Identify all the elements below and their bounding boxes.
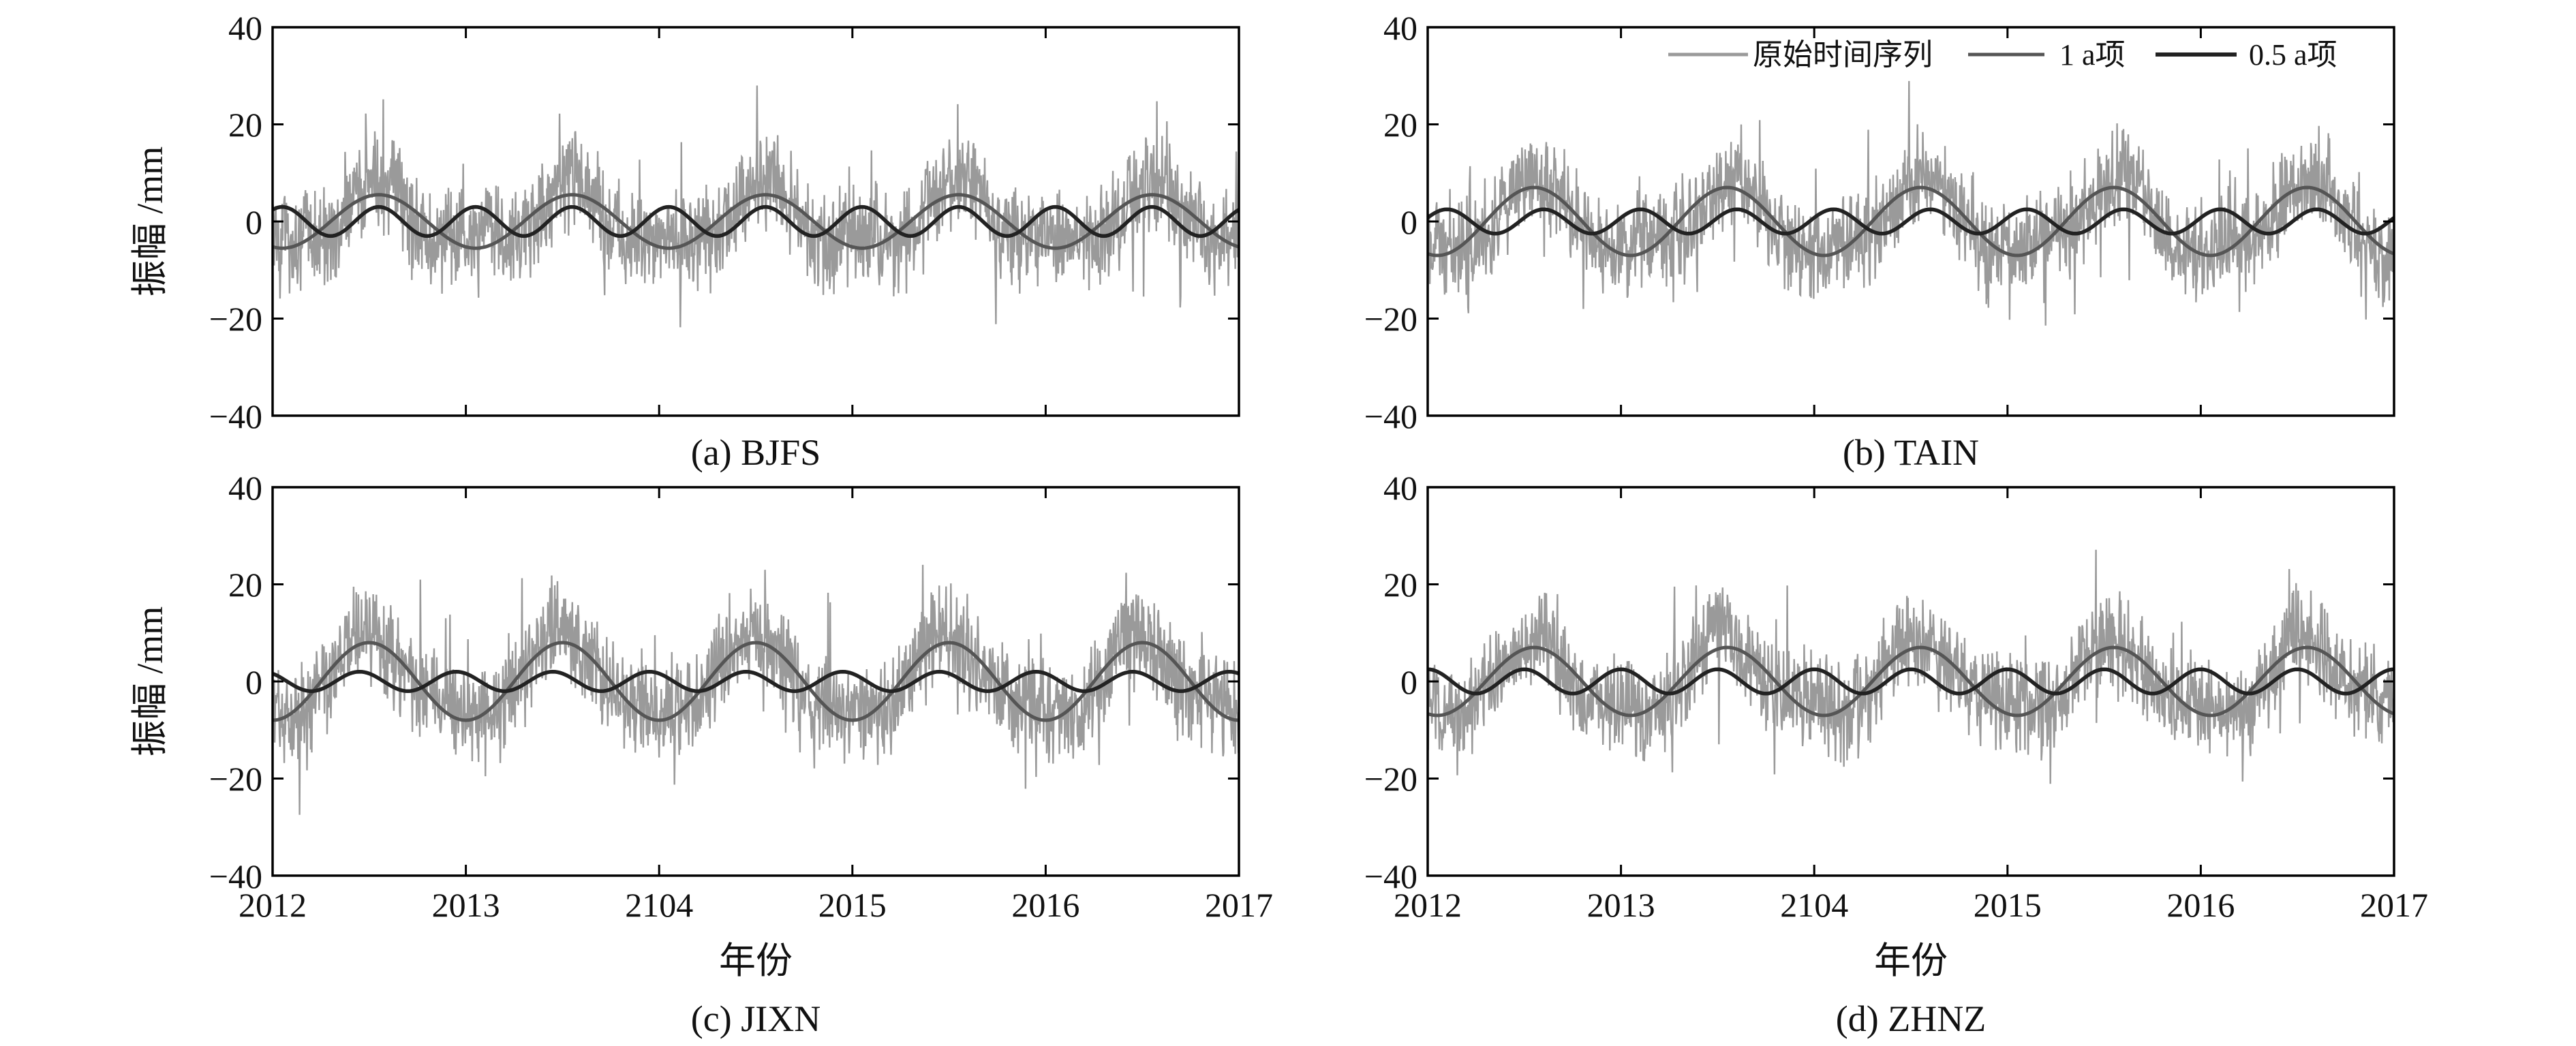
panel-c-ytick-neg40: −40 — [209, 857, 262, 895]
panel-d-xtick-2016: 2016 — [2166, 886, 2235, 924]
panel-b-plot — [1426, 80, 2395, 326]
legend-label-annual: 1 a项 — [2059, 38, 2126, 72]
panel-c-xtick-2017: 2017 — [1205, 886, 1273, 924]
panel-b-ytick-40: 40 — [1383, 9, 1417, 47]
panel-c-xtick-2013: 2013 — [432, 886, 500, 924]
panel-d-xtick-2012: 2012 — [1394, 886, 1462, 924]
panel-c-xtick-2015: 2015 — [818, 886, 887, 924]
panel-c-ytick-40: 40 — [228, 469, 262, 507]
panel-c-xlabel: 年份 — [719, 940, 793, 981]
panel-d-xlabel: 年份 — [1874, 940, 1948, 981]
panel-c-plot — [271, 564, 1240, 815]
panel-c-ytick-0: 0 — [245, 663, 262, 701]
panel-d-raw-series — [1426, 549, 2395, 784]
legend: 原始时间序列 1 a项 0.5 a项 — [1668, 38, 2337, 72]
panel-b-ytick-0: 0 — [1400, 203, 1417, 241]
panel-a-ytick-0: 0 — [245, 203, 262, 241]
panel-b-ytick-20: 20 — [1383, 106, 1417, 144]
panel-c-ytick-neg20: −20 — [209, 760, 262, 798]
panel-a-ytick-20: 20 — [228, 106, 262, 144]
panel-a-ylabel: 振幅 /mm — [129, 147, 170, 297]
panel-b-annual-series — [1427, 185, 2395, 258]
panel-b-semiannual-series — [1426, 207, 2395, 236]
panel-c-xtick-2016: 2016 — [1011, 886, 1079, 924]
panel-c-ytick-20: 20 — [228, 566, 262, 604]
panel-c-raw-series — [271, 564, 1240, 815]
panel-d-ticks — [1426, 486, 2395, 877]
panel-b-ytick-neg20: −20 — [1364, 300, 1417, 338]
panel-b: 40 20 0 −20 −40 (b) TAIN 原始时间序列 1 a项 0.5… — [1364, 9, 2395, 473]
legend-label-raw: 原始时间序列 — [1753, 38, 1933, 72]
panel-d-xtick-2104: 2104 — [1780, 886, 1848, 924]
panel-d-plot — [1426, 549, 2395, 784]
panel-c-caption: (c) JIXN — [691, 998, 821, 1039]
panel-a-plot — [271, 85, 1240, 328]
panel-b-ytick-neg40: −40 — [1364, 397, 1417, 435]
panel-a-ytick-neg40: −40 — [209, 397, 262, 435]
panel-a-caption: (a) BJFS — [691, 432, 821, 473]
panel-a-ytick-40: 40 — [228, 9, 262, 47]
panel-d-xtick-2017: 2017 — [2360, 886, 2428, 924]
panel-d: 40 20 0 −20 −40 2012 2013 2104 2015 2016… — [1364, 469, 2428, 1039]
panel-a-ytick-neg20: −20 — [209, 300, 262, 338]
panel-a-annual-series — [272, 193, 1240, 250]
panel-d-xtick-2015: 2015 — [1974, 886, 2042, 924]
panel-a-semiannual-series — [271, 204, 1240, 239]
panel-c-xtick-2012: 2012 — [239, 886, 307, 924]
panel-d-ytick-0: 0 — [1400, 663, 1417, 701]
panel-d-ytick-neg20: −20 — [1364, 760, 1417, 798]
panel-d-caption: (d) ZHNZ — [1836, 998, 1986, 1039]
panel-a-ticks — [271, 26, 1240, 417]
panel-a: 40 20 0 −20 −40 振幅 /mm (a) BJFS — [129, 9, 1240, 473]
panel-d-ytick-20: 20 — [1383, 566, 1417, 604]
panel-c-annual-series — [272, 641, 1240, 722]
panel-d-semiannual-series — [1427, 667, 2395, 696]
panel-c-ylabel: 振幅 /mm — [129, 606, 170, 757]
panel-c-xtick-2104: 2104 — [625, 886, 693, 924]
panel-b-ticks — [1426, 26, 2395, 417]
panel-c: 40 20 0 −20 −40 2012 2013 2104 2015 2016… — [129, 469, 1273, 1039]
panel-a-raw-series — [271, 85, 1240, 328]
panel-b-caption: (b) TAIN — [1843, 432, 1979, 473]
panel-d-ytick-40: 40 — [1383, 469, 1417, 507]
panel-c-semiannual-series — [271, 670, 1240, 694]
legend-label-semiannual: 0.5 a项 — [2249, 38, 2337, 72]
panel-c-ticks — [271, 486, 1240, 877]
panel-b-raw-series — [1426, 80, 2395, 326]
panel-d-ytick-neg40: −40 — [1364, 857, 1417, 895]
panel-d-xtick-2013: 2013 — [1587, 886, 1655, 924]
